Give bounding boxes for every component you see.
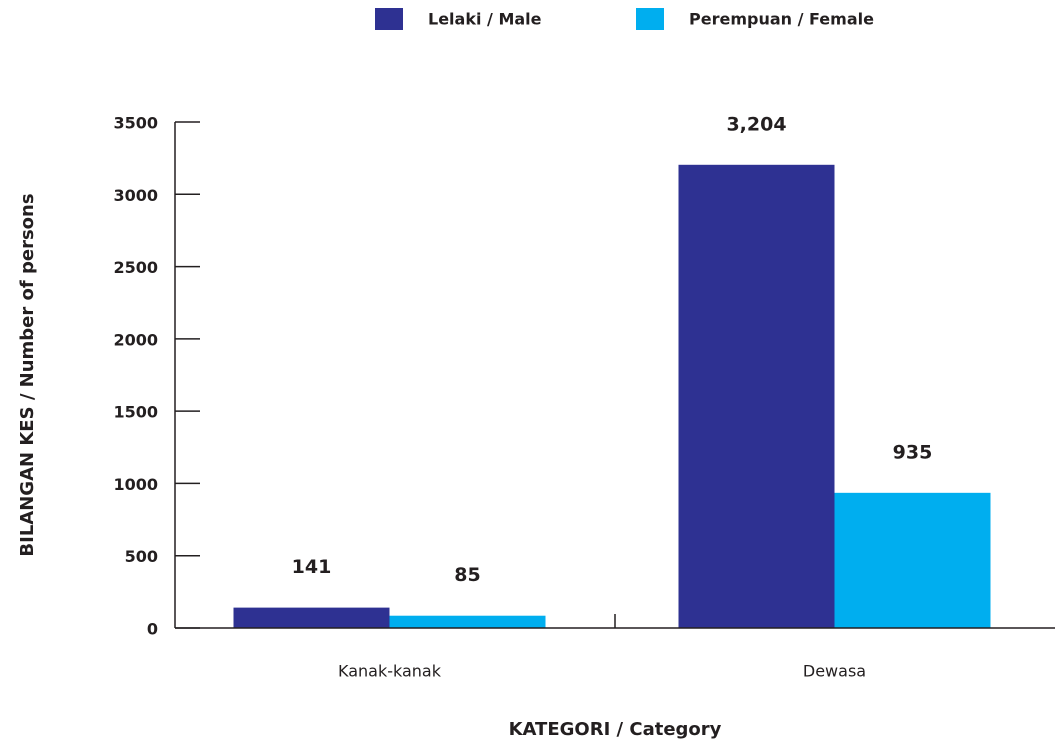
x-tick-label: Kanak-kanak <box>338 662 442 681</box>
y-tick-label: 0 <box>147 620 158 639</box>
bar <box>834 492 991 628</box>
legend-label: Lelaki / Male <box>428 10 542 29</box>
bar <box>678 164 835 628</box>
legend-swatch <box>636 8 664 30</box>
legend-label: Perempuan / Female <box>689 10 874 29</box>
y-tick-label: 3000 <box>113 186 158 205</box>
value-label: 141 <box>292 556 332 578</box>
y-tick-label: 500 <box>125 547 158 566</box>
x-axis-title: KATEGORI / Category <box>509 719 722 740</box>
value-label: 85 <box>454 564 480 586</box>
legend-swatch <box>375 8 403 30</box>
value-label: 935 <box>893 441 933 463</box>
y-tick-label: 3500 <box>113 114 158 133</box>
y-axis-title: BILANGAN KES / Number of persons <box>17 193 38 556</box>
y-tick-label: 2000 <box>113 330 158 349</box>
y-tick-label: 2500 <box>113 258 158 277</box>
y-tick-label: 1000 <box>113 475 158 494</box>
bar <box>389 615 546 628</box>
x-tick-label: Dewasa <box>803 662 866 681</box>
value-label: 3,204 <box>726 113 786 135</box>
y-tick-label: 1500 <box>113 403 158 422</box>
bar <box>233 607 390 628</box>
